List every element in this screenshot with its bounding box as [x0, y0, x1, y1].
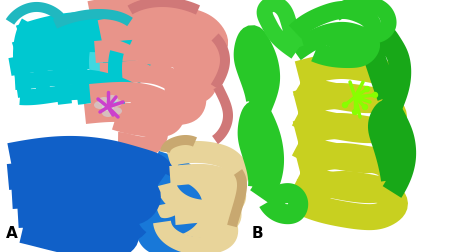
Polygon shape: [153, 205, 238, 252]
Text: B: B: [252, 226, 264, 241]
Ellipse shape: [102, 103, 114, 111]
Polygon shape: [9, 51, 151, 84]
Polygon shape: [211, 34, 230, 90]
Polygon shape: [368, 99, 416, 198]
Polygon shape: [259, 183, 308, 224]
Polygon shape: [135, 174, 203, 238]
Polygon shape: [128, 0, 200, 15]
Circle shape: [353, 110, 357, 114]
Polygon shape: [16, 12, 140, 48]
Polygon shape: [12, 32, 160, 66]
Polygon shape: [89, 82, 185, 137]
Polygon shape: [227, 169, 247, 227]
Polygon shape: [19, 84, 109, 105]
Circle shape: [363, 105, 367, 110]
Ellipse shape: [102, 109, 114, 117]
Polygon shape: [6, 2, 64, 25]
Polygon shape: [18, 203, 139, 252]
Polygon shape: [289, 22, 380, 68]
Polygon shape: [7, 159, 161, 226]
Polygon shape: [212, 85, 233, 144]
Polygon shape: [84, 102, 168, 156]
Polygon shape: [8, 136, 174, 204]
Polygon shape: [89, 45, 107, 102]
Polygon shape: [289, 1, 382, 51]
Polygon shape: [294, 143, 408, 203]
Polygon shape: [108, 50, 125, 104]
Polygon shape: [94, 39, 218, 106]
Polygon shape: [15, 69, 134, 97]
Polygon shape: [330, 0, 397, 43]
Ellipse shape: [98, 97, 110, 105]
Polygon shape: [73, 45, 92, 105]
Polygon shape: [234, 25, 280, 116]
Polygon shape: [362, 23, 411, 114]
Circle shape: [343, 103, 347, 108]
Polygon shape: [130, 151, 201, 218]
Polygon shape: [100, 61, 206, 125]
Polygon shape: [155, 141, 249, 201]
Ellipse shape: [110, 99, 122, 107]
Polygon shape: [156, 185, 242, 238]
Polygon shape: [88, 0, 228, 67]
Polygon shape: [156, 164, 246, 220]
Polygon shape: [13, 18, 34, 98]
Polygon shape: [33, 21, 55, 103]
Circle shape: [373, 92, 377, 98]
Polygon shape: [292, 113, 407, 173]
Polygon shape: [53, 23, 74, 105]
Polygon shape: [98, 16, 228, 84]
Polygon shape: [256, 0, 304, 59]
Text: A: A: [6, 226, 18, 241]
Polygon shape: [296, 171, 408, 230]
Polygon shape: [53, 9, 133, 28]
Circle shape: [365, 86, 370, 91]
Polygon shape: [237, 101, 284, 204]
Polygon shape: [160, 135, 197, 153]
Ellipse shape: [94, 101, 106, 109]
Ellipse shape: [106, 95, 118, 103]
Ellipse shape: [110, 107, 122, 115]
Polygon shape: [292, 83, 407, 143]
Polygon shape: [136, 196, 204, 252]
Polygon shape: [11, 182, 152, 245]
Polygon shape: [293, 53, 407, 113]
